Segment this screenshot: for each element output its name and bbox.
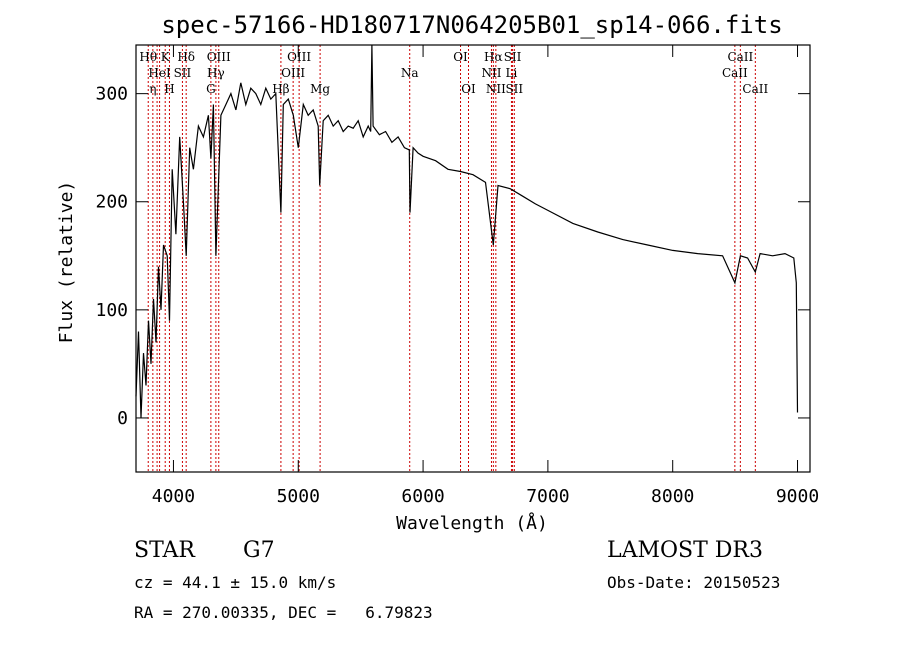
line-marker-label: η [149, 82, 156, 96]
plot-frame [135, 44, 811, 473]
x-tick-label: 6000 [401, 486, 444, 507]
line-marker-label: SII [505, 82, 523, 96]
line-marker-label: Hδ [177, 50, 195, 64]
line-marker-label: OIII [281, 66, 305, 80]
line-marker-label: SII [504, 50, 522, 64]
line-marker-label: SII [174, 66, 192, 80]
spectral-line-labels: HθηHeIKHSIIHδGHγOIIIHβOIIIOIIIMgNaOIOINI… [139, 50, 768, 96]
x-axis-label: Wavelength (Å) [396, 512, 548, 534]
survey-name: LAMOST DR3 [607, 538, 763, 563]
line-marker-label: OIII [207, 50, 231, 64]
y-axis-ticks: 0 100 200 300 [95, 84, 810, 429]
line-marker-label: CaII [727, 50, 753, 64]
line-marker-label: Hθ [139, 50, 157, 64]
x-tick-label: 8000 [651, 486, 694, 507]
x-tick-label: 9000 [776, 486, 819, 507]
object-subclass: G7 [243, 538, 275, 563]
line-marker-label: Mg [310, 82, 330, 96]
y-axis-label: Flux (relative) [56, 181, 77, 344]
object-class: STAR [134, 538, 195, 563]
line-marker-label: CaII [742, 82, 768, 96]
line-marker-label: H [164, 82, 174, 96]
y-tick-label: 200 [95, 192, 128, 213]
line-marker-label: NII [481, 66, 501, 80]
line-marker-label: CaII [722, 66, 748, 80]
line-marker-label: OI [461, 82, 476, 96]
line-marker-label: Hγ [207, 66, 225, 80]
x-axis-ticks: 4000 5000 6000 7000 8000 9000 [152, 45, 819, 507]
y-tick-label: 100 [95, 300, 128, 321]
obs-date: Obs-Date: 20150523 [607, 573, 781, 592]
line-marker-label: OIII [287, 50, 311, 64]
coordinates: RA = 270.00335, DEC = 6.79823 [134, 603, 433, 622]
x-tick-label: 7000 [526, 486, 569, 507]
spectrum-line [135, 44, 799, 418]
y-tick-label: 0 [117, 408, 128, 429]
line-marker-label: NII [486, 82, 506, 96]
spectral-line-markers [147, 45, 756, 472]
line-marker-label: Hα [484, 50, 503, 64]
redshift-text: cz = 44.1 ± 15.0 km/s [134, 573, 337, 592]
line-marker-label: Li [506, 66, 518, 80]
line-marker-label: OI [453, 50, 468, 64]
line-marker-label: Hβ [272, 82, 289, 96]
line-marker-label: HeI [148, 66, 171, 80]
line-marker-label: Na [401, 66, 419, 80]
line-marker-label: K [161, 50, 171, 64]
y-tick-label: 300 [95, 84, 128, 105]
chart-title: spec-57166-HD180717N064205B01_sp14-066.f… [161, 11, 782, 39]
line-marker-label: G [206, 82, 216, 96]
x-tick-label: 4000 [152, 486, 195, 507]
x-tick-label: 5000 [277, 486, 320, 507]
